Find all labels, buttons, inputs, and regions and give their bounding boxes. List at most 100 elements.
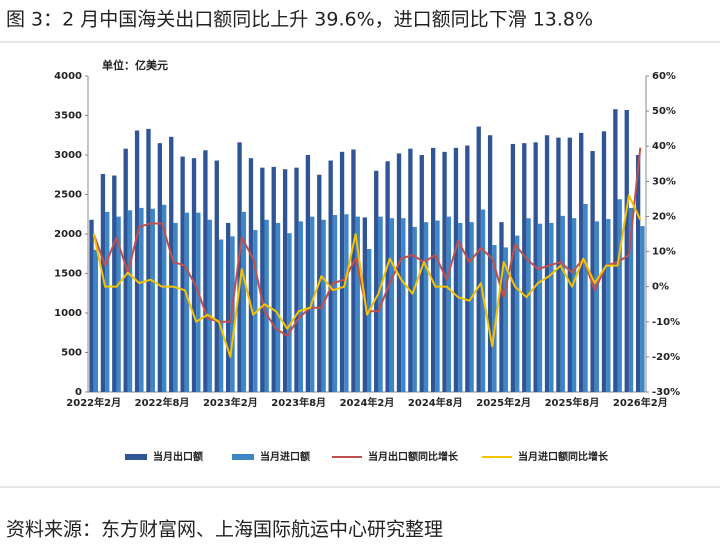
- bar: [344, 214, 349, 392]
- bar: [396, 153, 402, 392]
- bar: [116, 216, 121, 392]
- y2-tick-label: 0%: [652, 282, 669, 293]
- bar: [423, 222, 429, 392]
- bar: [567, 137, 572, 392]
- bar: [435, 220, 440, 392]
- bar: [640, 226, 645, 392]
- chart-title: 图 3：2 月中国海关出口额同比上升 39.6%，进口额同比下滑 13.8%: [6, 9, 593, 31]
- y-tick-label: 500: [61, 348, 82, 359]
- bar: [275, 222, 281, 392]
- bar: [401, 218, 406, 392]
- bar: [510, 143, 516, 392]
- bar: [105, 211, 110, 392]
- bar: [635, 155, 641, 392]
- bar: [385, 161, 390, 392]
- bar: [248, 158, 254, 392]
- bar: [150, 208, 155, 392]
- bar: [169, 136, 174, 392]
- bar: [339, 151, 345, 392]
- x-tick-label: 2024年8月: [408, 396, 463, 409]
- bar: [173, 222, 178, 392]
- x-tick-label: 2024年2月: [340, 396, 395, 409]
- bar: [408, 148, 413, 392]
- bar: [100, 173, 106, 392]
- bar: [191, 158, 197, 392]
- bar: [389, 218, 395, 392]
- legend-label: 当月出口额: [153, 450, 203, 463]
- bar: [207, 219, 212, 392]
- bar: [458, 222, 463, 392]
- bar: [430, 147, 436, 392]
- bar: [492, 245, 497, 392]
- bar: [499, 222, 504, 392]
- bar: [560, 215, 565, 392]
- x-tick-label: 2022年8月: [135, 396, 190, 409]
- bar: [412, 226, 417, 392]
- bar: [453, 147, 459, 392]
- x-tick-label: 2025年8月: [545, 396, 600, 409]
- bar: [544, 135, 550, 392]
- y2-tick-label: -20%: [652, 352, 680, 363]
- bar: [134, 130, 140, 392]
- bar: [123, 148, 128, 392]
- bar: [184, 212, 190, 392]
- bar: [355, 216, 360, 392]
- legend-swatch: [232, 454, 254, 460]
- y2-tick-label: 20%: [652, 211, 676, 222]
- y2-tick-label: 50%: [652, 106, 676, 117]
- bar: [624, 109, 629, 392]
- bar: [601, 131, 607, 393]
- bar: [526, 218, 531, 392]
- bar: [446, 216, 452, 392]
- y-tick-label: 3000: [54, 150, 82, 161]
- source: 资料来源：东方财富网、上海国际航运中心研究整理: [6, 519, 443, 541]
- bar: [537, 223, 543, 392]
- bar: [571, 218, 577, 392]
- bar: [230, 236, 235, 392]
- bar: [503, 247, 508, 392]
- bar: [606, 218, 611, 392]
- y-tick-label: 3500: [54, 111, 82, 122]
- bar: [139, 207, 144, 392]
- bar: [549, 222, 554, 392]
- bar: [374, 170, 379, 392]
- y-tick-label: 2500: [54, 190, 82, 201]
- bar: [237, 142, 242, 392]
- y2-tick-label: -10%: [652, 317, 680, 328]
- bar: [590, 151, 595, 392]
- y-tick-label: 1000: [54, 308, 82, 319]
- bar: [613, 109, 618, 393]
- y-tick-label: 2000: [54, 229, 82, 240]
- y-tick-label: 4000: [54, 71, 82, 82]
- bar: [89, 219, 94, 392]
- bar: [351, 149, 356, 392]
- bar: [93, 249, 99, 392]
- bar: [180, 156, 185, 392]
- bar: [271, 166, 276, 392]
- bar: [260, 167, 265, 392]
- bar: [294, 167, 299, 392]
- bar: [287, 233, 292, 392]
- y2-tick-label: 60%: [652, 71, 676, 82]
- bar: [556, 137, 561, 392]
- bar: [332, 215, 338, 392]
- bar: [487, 135, 493, 392]
- bar: [367, 249, 372, 392]
- bar: [282, 169, 288, 392]
- bar: [328, 160, 333, 392]
- x-tick-label: 2023年8月: [271, 396, 326, 409]
- bar: [419, 155, 424, 392]
- line: [92, 194, 642, 358]
- x-tick-label: 2023年2月: [203, 396, 258, 409]
- bar: [253, 230, 258, 392]
- x-tick-label: 2022年2月: [66, 396, 121, 409]
- legend-swatch: [125, 454, 147, 460]
- bar: [515, 235, 520, 392]
- y-tick-label: 1500: [54, 269, 82, 280]
- bar: [157, 143, 163, 392]
- bar: [146, 128, 151, 392]
- bar: [594, 221, 600, 392]
- bar: [469, 222, 474, 392]
- bar: [218, 239, 224, 392]
